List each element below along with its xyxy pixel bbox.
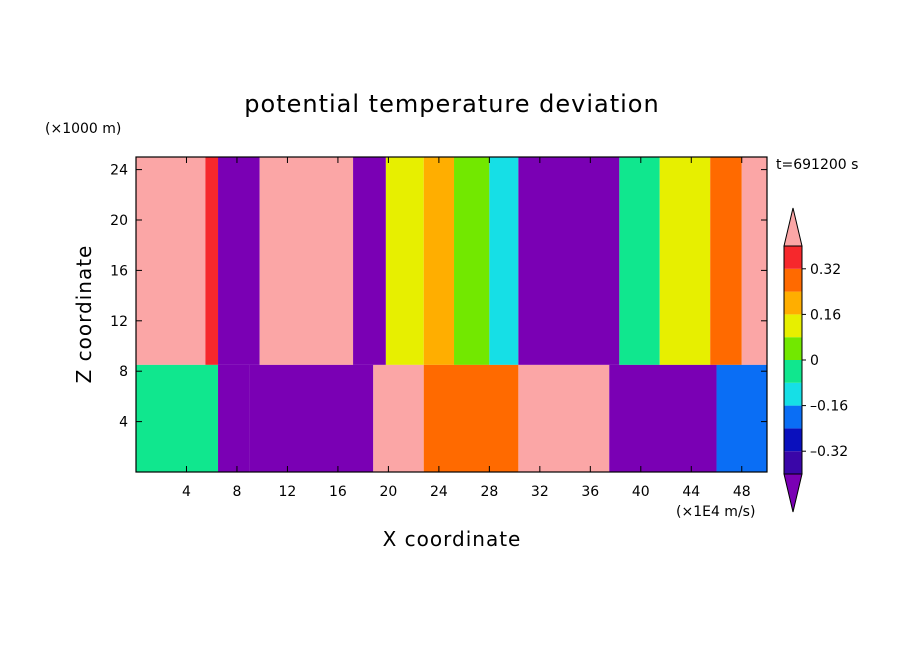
colorbar-tick-label: –0.32 [810, 444, 848, 460]
colorbar-segment [784, 268, 802, 292]
y-tick-label: 8 [119, 364, 128, 380]
y-tick-label: 12 [110, 314, 128, 330]
upper-column [385, 157, 424, 365]
colorbar-tick-label: 0 [810, 353, 819, 369]
x-tick-label: 44 [682, 484, 700, 500]
y-unit-label: (×1000 m) [45, 121, 121, 137]
colorbar-segment [784, 246, 802, 269]
x-axis-label: X coordinate [383, 527, 522, 551]
colorbar-top-arrow [783, 207, 803, 247]
x-tick-label: 28 [480, 484, 498, 500]
y-axis: 4 8 12 16 20 24 [110, 163, 767, 431]
x-tick-label: 48 [733, 484, 751, 500]
x-tick-label: 4 [182, 484, 191, 500]
upper-column [619, 157, 660, 365]
upper-column [259, 157, 354, 365]
colorbar-segment [784, 428, 802, 452]
x-tick-label: 32 [531, 484, 549, 500]
x-tick-label: 8 [232, 484, 241, 500]
lower-column [609, 364, 717, 472]
colorbar-tick-label: 0.16 [810, 307, 841, 323]
lower-column [249, 364, 374, 472]
x-tick-label: 12 [279, 484, 297, 500]
colorbar: 0.32 0.16 0 –0.16 –0.32 [783, 207, 848, 513]
upper-column [518, 157, 620, 365]
lower-column [423, 364, 519, 472]
chart-title: potential temperature deviation [244, 90, 659, 118]
upper-column [218, 157, 260, 365]
colorbar-tick-label: –0.16 [810, 399, 848, 415]
upper-column [353, 157, 386, 365]
x-tick-label: 40 [632, 484, 650, 500]
plot-fill [136, 157, 767, 472]
upper-column [659, 157, 711, 365]
colorbar-segment [784, 291, 802, 315]
upper-column [710, 157, 742, 365]
x-axis: 4 8 12 16 20 24 28 32 36 40 44 48 [182, 157, 751, 500]
lower-column [373, 364, 424, 472]
x-tick-label: 36 [581, 484, 599, 500]
colorbar-segment [784, 337, 802, 360]
upper-column [205, 157, 219, 365]
colorbar-segment [784, 451, 802, 474]
upper-column [423, 157, 455, 365]
upper-column [489, 157, 519, 365]
y-tick-label: 24 [110, 163, 128, 179]
x-tick-label: 24 [430, 484, 448, 500]
y-tick-label: 20 [110, 213, 128, 229]
colorbar-segment [784, 360, 802, 383]
colorbar-segment [784, 405, 802, 429]
lower-column [716, 364, 767, 472]
colorbar-segment [784, 382, 802, 406]
colorbar-tick-label: 0.32 [810, 262, 841, 278]
y-tick-label: 4 [119, 415, 128, 431]
colorbar-segment [784, 314, 802, 338]
x-unit-label: (×1E4 m/s) [676, 504, 755, 520]
lower-column [136, 364, 219, 472]
lower-column [218, 364, 250, 472]
upper-column [741, 157, 767, 365]
plot-frame [135, 156, 768, 473]
lower-column [518, 364, 610, 472]
y-tick-label: 16 [110, 263, 128, 279]
colorbar-bottom-arrow [783, 473, 803, 513]
x-tick-label: 20 [379, 484, 397, 500]
upper-column [136, 157, 206, 365]
time-label: t=691200 s [776, 157, 858, 173]
x-tick-label: 16 [329, 484, 347, 500]
y-axis-label: Z coordinate [72, 245, 96, 384]
upper-column [454, 157, 490, 365]
